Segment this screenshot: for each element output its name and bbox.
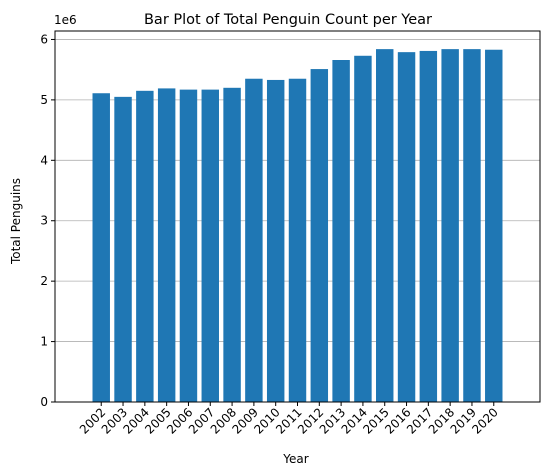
bar-2019 bbox=[463, 49, 481, 402]
x-axis-label: Year bbox=[282, 452, 308, 466]
bar-2003 bbox=[114, 96, 132, 402]
bar-2006 bbox=[179, 89, 198, 402]
y-tick-label: 0 bbox=[40, 395, 48, 409]
bar-2005 bbox=[157, 88, 176, 402]
bar-2009 bbox=[245, 78, 263, 402]
y-axis-label: Total Penguins bbox=[9, 178, 23, 265]
bar-2020 bbox=[485, 49, 503, 403]
bar-2018 bbox=[441, 49, 459, 402]
y-axis-ticks: 0 1 2 3 4 5 6 bbox=[40, 32, 55, 409]
x-tick-label-2020: 2020 bbox=[469, 405, 500, 436]
bar-2007 bbox=[201, 89, 219, 402]
y-tick-label: 1 bbox=[40, 335, 48, 349]
bar-2008 bbox=[223, 87, 241, 403]
y-tick-label: 2 bbox=[40, 274, 48, 288]
y-tick-label: 5 bbox=[40, 93, 48, 107]
bar-2016 bbox=[397, 52, 416, 403]
bar-2002 bbox=[92, 93, 110, 403]
chart-title: Bar Plot of Total Penguin Count per Year bbox=[144, 12, 432, 28]
bar-2015 bbox=[376, 49, 394, 402]
bar-2004 bbox=[136, 90, 154, 403]
bars bbox=[92, 49, 503, 403]
bar-2012 bbox=[310, 69, 329, 402]
y-tick-label: 6 bbox=[40, 32, 48, 46]
x-axis-ticks: 2002200320042005200620072008200920102011… bbox=[77, 402, 501, 437]
bar-2017 bbox=[419, 50, 438, 403]
bar-2011 bbox=[288, 78, 307, 402]
y-axis-multiplier: 1e6 bbox=[54, 13, 77, 27]
bar-2014 bbox=[354, 55, 372, 402]
y-tick-label: 3 bbox=[40, 214, 48, 228]
bar-2013 bbox=[332, 60, 350, 402]
bar-2010 bbox=[266, 79, 285, 402]
y-tick-label: 4 bbox=[40, 153, 48, 167]
